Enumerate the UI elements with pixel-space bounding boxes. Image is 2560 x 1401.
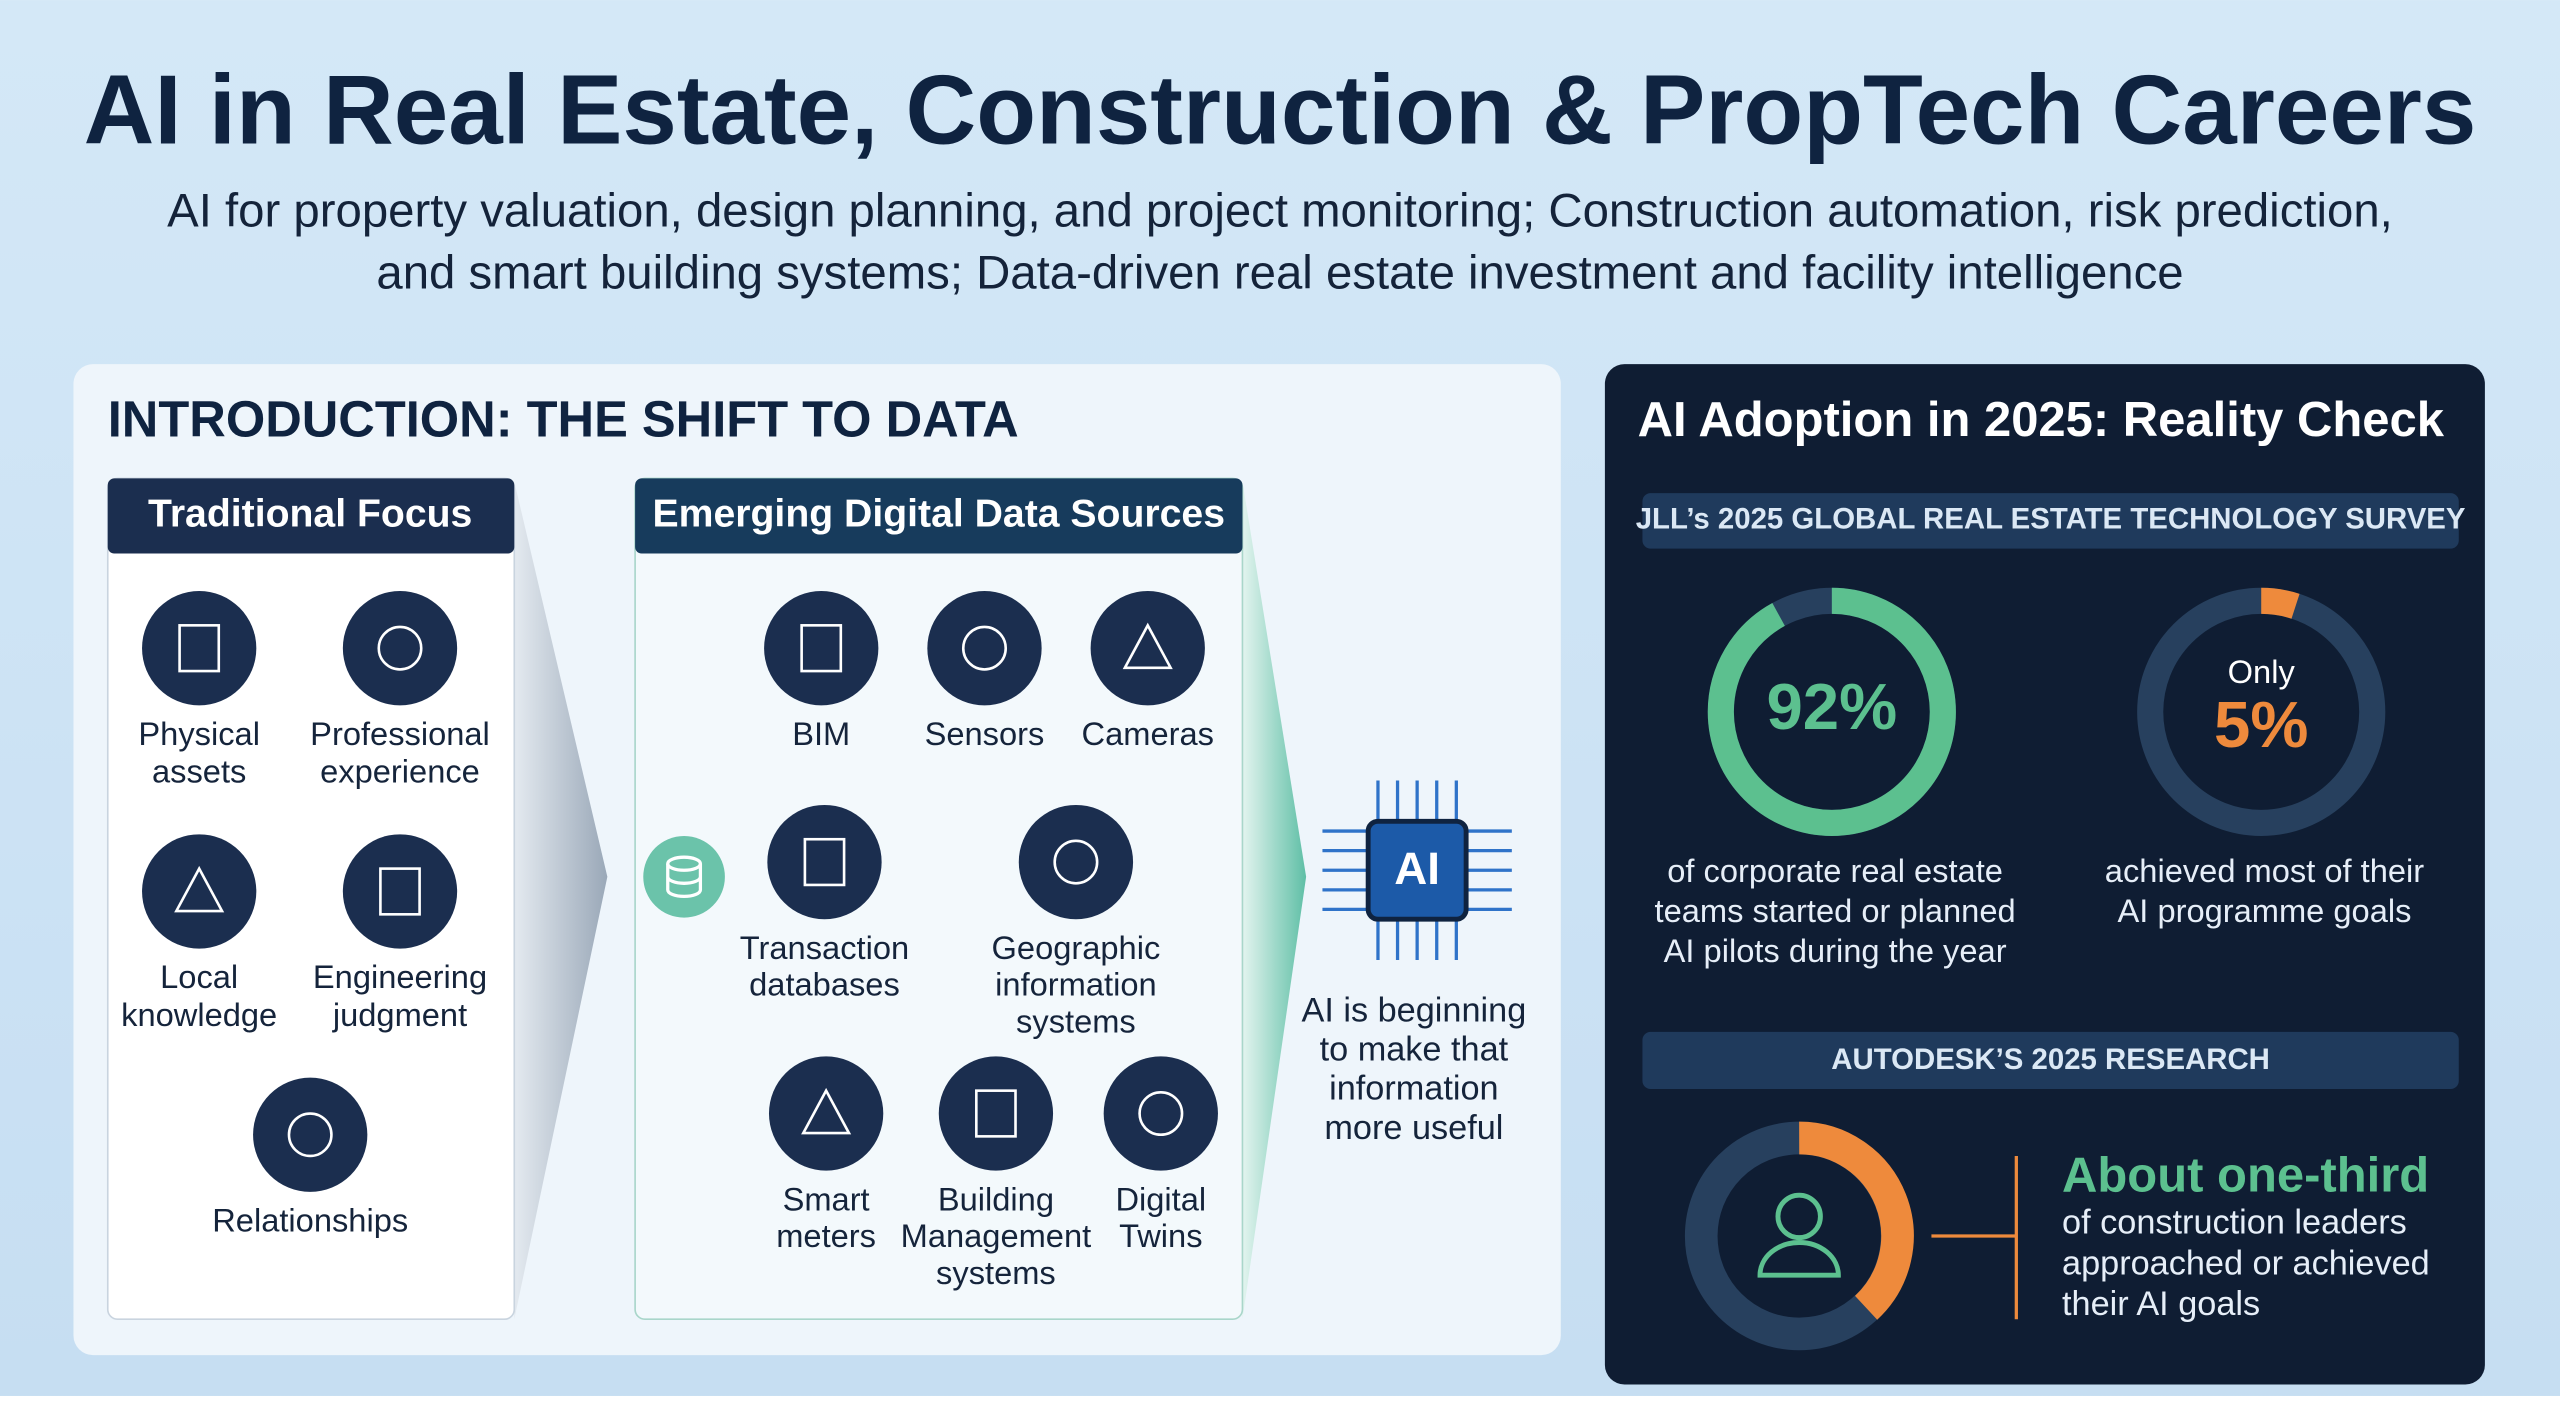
- item-label: meters: [776, 1217, 876, 1254]
- section-bar: [1642, 493, 2459, 549]
- item-label: Physical: [138, 715, 260, 752]
- chip: [1365, 818, 1469, 922]
- bar-title: JLL’s 2025 GLOBAL REAL ESTATE TECHNOLOGY…: [1636, 503, 2466, 536]
- item-label: Geographic: [992, 929, 1161, 966]
- arrow: [514, 481, 608, 1320]
- stat-text: of corporate real estate: [1667, 852, 2003, 889]
- icon-glyph: [1122, 622, 1173, 670]
- stat-text: their AI goals: [2062, 1285, 2260, 1323]
- box-header: [107, 478, 515, 554]
- item-label: Digital: [1115, 1180, 1206, 1217]
- note: information: [1329, 1070, 1499, 1108]
- stat-text: of construction leaders: [2062, 1204, 2407, 1242]
- section-title: AI Adoption in 2025: Reality Check: [1638, 393, 2445, 447]
- icon-glyph: [1053, 839, 1099, 885]
- stat-prefix: Only: [2228, 653, 2296, 690]
- stat-value: 5%: [2214, 688, 2308, 761]
- headline: About one-third: [2062, 1149, 2429, 1203]
- title: AI in Real Estate, Construction & PropTe…: [84, 54, 2477, 164]
- icon-glyph: [975, 1089, 1017, 1138]
- icon: [142, 834, 257, 949]
- stat-text: AI pilots during the year: [1664, 932, 2007, 969]
- icon: [142, 591, 257, 706]
- stat-text: approached or achieved: [2062, 1244, 2430, 1282]
- item-label: systems: [1016, 1002, 1136, 1039]
- item-label: Cameras: [1082, 715, 1214, 752]
- section-title: INTRODUCTION: THE SHIFT TO DATA: [108, 390, 1019, 447]
- item-label: judgment: [332, 996, 467, 1033]
- icon-glyph: [287, 1112, 333, 1158]
- item-label: Relationships: [212, 1202, 408, 1239]
- icon: [342, 834, 458, 949]
- icon-glyph: [666, 863, 703, 898]
- arrow: [1242, 481, 1307, 1320]
- item-label: Management: [901, 1217, 1092, 1254]
- item-label: knowledge: [121, 996, 277, 1033]
- ring-arc: [2137, 587, 2386, 836]
- item-label: BIM: [792, 715, 850, 752]
- person-icon: [1757, 1240, 1841, 1278]
- subtitle: AI for property valuation, design planni…: [167, 184, 2393, 237]
- stat-value: 92%: [1766, 670, 1897, 743]
- ring-arc: [1707, 587, 1956, 836]
- subtitle: and smart building systems; Data-driven …: [376, 246, 2183, 299]
- note: AI is beginning: [1301, 991, 1526, 1029]
- note: to make that: [1320, 1031, 1509, 1069]
- item-label: Engineering: [313, 958, 487, 995]
- stat-text: achieved most of their: [2105, 852, 2424, 889]
- icon: [342, 591, 458, 706]
- item-label: information: [995, 966, 1156, 1003]
- icon: [1090, 591, 1205, 706]
- bar-title: AUTODESK’S 2025 RESEARCH: [1831, 1043, 2270, 1076]
- icon: [1103, 1056, 1218, 1171]
- icon-glyph: [174, 865, 225, 913]
- icon: [253, 1077, 368, 1192]
- icon: [764, 591, 879, 706]
- item-label: Building: [938, 1180, 1054, 1217]
- icon-glyph: [801, 1087, 852, 1135]
- item-label: Professional: [310, 715, 490, 752]
- section-bar: [1642, 1031, 2459, 1090]
- icon-glyph: [1138, 1090, 1184, 1137]
- item-label: Sensors: [925, 715, 1045, 752]
- icon-glyph: [379, 867, 421, 916]
- stat-text: AI programme goals: [2118, 892, 2412, 929]
- icon-glyph: [178, 624, 221, 673]
- item-label: systems: [936, 1254, 1056, 1291]
- box-title: Emerging Digital Data Sources: [653, 492, 1225, 535]
- icon: [767, 804, 882, 920]
- ring-arc: [1798, 1121, 1914, 1320]
- box-title: Traditional Focus: [148, 492, 472, 535]
- item-label: assets: [152, 753, 246, 790]
- item-label: experience: [320, 753, 480, 790]
- icon: [927, 591, 1042, 706]
- chip-label: AI: [1394, 843, 1440, 894]
- item-label: Twins: [1119, 1217, 1202, 1254]
- item-label: Transaction: [740, 929, 909, 966]
- icon-glyph: [803, 837, 846, 887]
- data-icon: [643, 835, 725, 918]
- icon-glyph: [800, 624, 843, 673]
- icon: [1018, 804, 1134, 920]
- person-icon: [1775, 1192, 1823, 1241]
- icon-glyph: [377, 625, 423, 671]
- item-label: Smart: [783, 1180, 870, 1217]
- icon-glyph: [961, 625, 1008, 671]
- icon: [768, 1056, 884, 1171]
- note: more useful: [1324, 1109, 1503, 1147]
- box-header: [635, 478, 1243, 554]
- icon: [938, 1056, 1054, 1171]
- item-label: Local: [160, 958, 238, 995]
- stat-text: teams started or planned: [1655, 892, 2016, 929]
- item-label: databases: [749, 966, 900, 1003]
